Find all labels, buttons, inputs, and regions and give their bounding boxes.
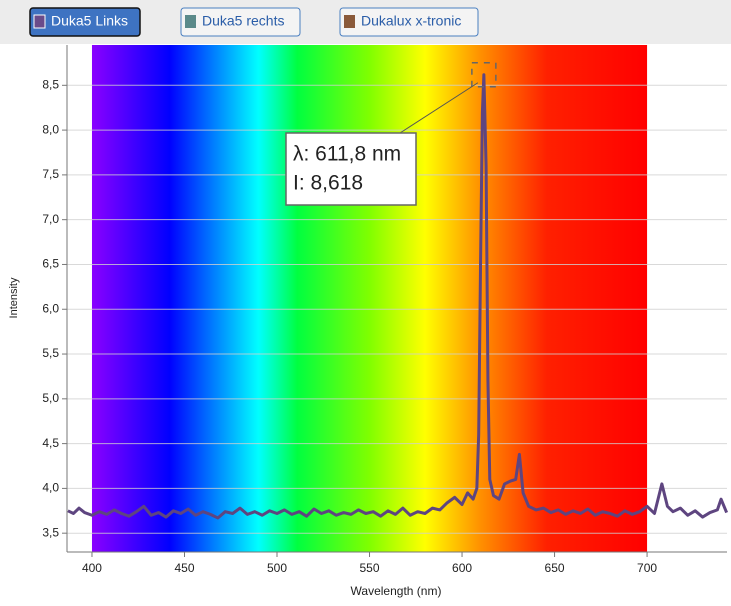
button-frame: [29, 7, 141, 37]
button-label: Dukalux x-tronic: [361, 13, 461, 29]
y-tick-label: 5,0: [42, 391, 59, 405]
button-swatch: [185, 15, 196, 28]
x-tick-label: 700: [637, 561, 657, 575]
y-tick-label: 4,5: [42, 436, 59, 450]
x-tick-label: 600: [452, 561, 472, 575]
y-tick-label: 6,0: [42, 301, 59, 315]
toggle-button[interactable]: Dukalux x-tronic: [339, 7, 479, 37]
spectrum-line: [67, 73, 729, 520]
button-label: Duka5 Links: [51, 13, 128, 29]
y-tick-label: 3,5: [42, 525, 59, 539]
button-frame: [339, 7, 479, 37]
y-tick-label: 5,5: [42, 346, 59, 360]
y-tick-label: 7,0: [42, 212, 59, 226]
leader-line: [399, 82, 479, 134]
button-swatch: [344, 15, 355, 28]
spectrum-band: [91, 45, 648, 552]
x-tick-label: 400: [82, 561, 102, 575]
button-swatch: [33, 14, 46, 29]
y-tick-label: 7,5: [42, 167, 59, 181]
x-tick-label: 650: [545, 561, 565, 575]
y-tick-label: 8,0: [42, 122, 59, 136]
y-tick-label: 4,0: [42, 481, 59, 495]
toggle-button[interactable]: Duka5 Links: [29, 7, 141, 37]
annotation-text: I: 8,618: [293, 172, 363, 195]
annotation-text: λ: 611,8 nm: [293, 143, 401, 166]
button-label: Duka5 rechts: [202, 13, 284, 29]
y-tick-label: 6,5: [42, 257, 59, 271]
x-tick-label: 550: [360, 561, 380, 575]
x-tick-label: 450: [174, 561, 194, 575]
y-axis-label: Intensity: [8, 277, 20, 318]
annotation-box: [285, 132, 417, 206]
x-tick-label: 500: [267, 561, 287, 575]
x-axis-label: Wavelength (nm): [351, 584, 442, 598]
button-frame: [180, 7, 301, 37]
y-tick-label: 8,5: [42, 77, 59, 91]
toggle-button[interactable]: Duka5 rechts: [180, 7, 301, 37]
peak-marker: [471, 61, 497, 88]
